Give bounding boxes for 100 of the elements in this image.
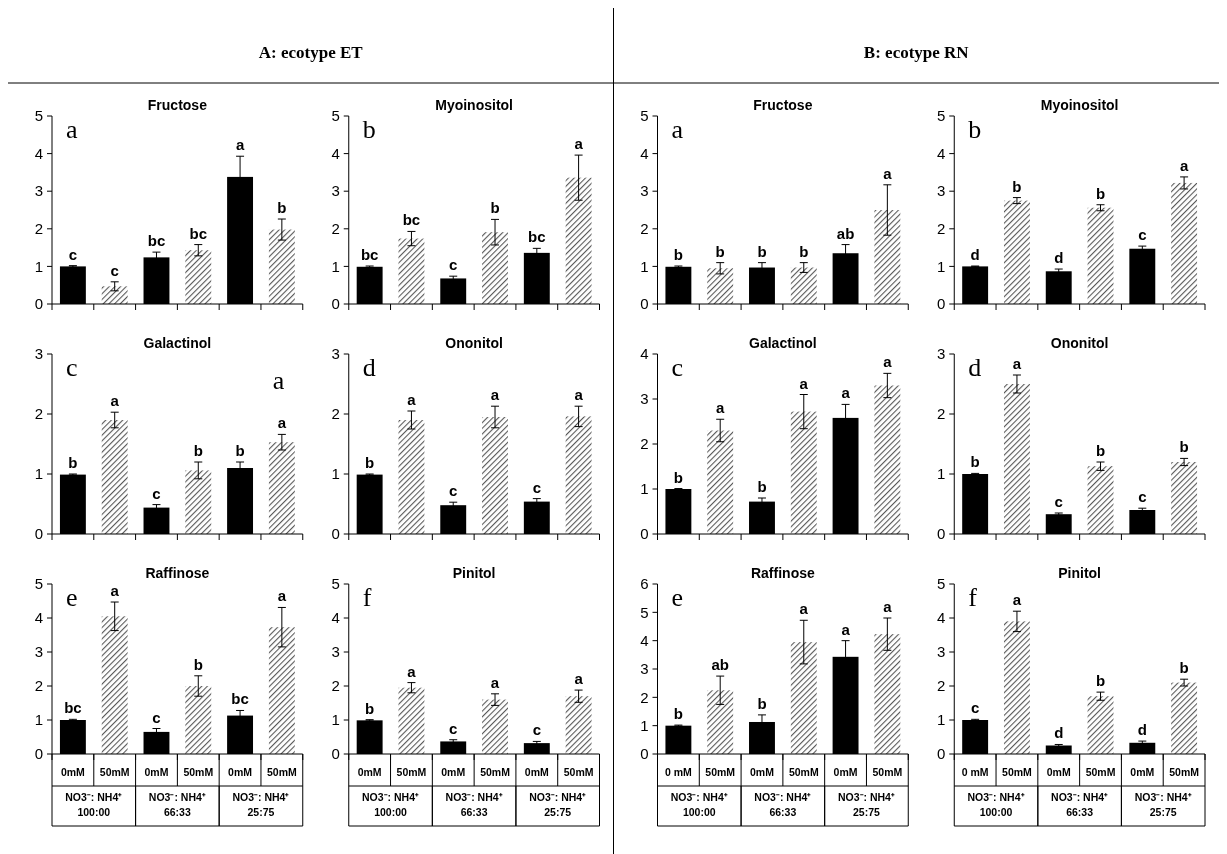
- data-label: bc: [189, 224, 208, 242]
- data-label: a: [1012, 591, 1022, 609]
- data-label: d: [1137, 721, 1147, 739]
- y-tick-label: 1: [34, 257, 43, 275]
- data-label: d: [1054, 724, 1064, 742]
- data-label: b: [673, 246, 683, 264]
- y-tick-label: 2: [640, 435, 649, 453]
- data-label: b: [1179, 438, 1189, 456]
- data-label: b: [970, 453, 980, 471]
- x-tick-label: 50mM: [1085, 766, 1116, 778]
- text: B: ecotype RN: [863, 43, 970, 62]
- chart-title: Ononitol: [1050, 335, 1109, 351]
- y-tick-label: 3: [331, 182, 340, 200]
- bar: [790, 267, 817, 304]
- bar: [1003, 200, 1030, 304]
- y-tick-label: 1: [640, 716, 649, 734]
- y-tick-label: 0: [640, 745, 649, 763]
- y-tick-label: 1: [34, 465, 43, 483]
- x-tick-label: 0mM: [833, 766, 858, 778]
- y-tick-label: 4: [936, 144, 946, 162]
- data-label: a: [1012, 355, 1022, 372]
- data-label: c: [532, 721, 541, 739]
- data-label: a: [407, 662, 417, 680]
- chart-title: Raffinose: [750, 565, 815, 581]
- annotation: c: [66, 353, 78, 382]
- y-tick-label: 1: [331, 711, 340, 729]
- y-tick-label: 0: [34, 295, 43, 313]
- data-label: a: [110, 582, 120, 600]
- x-tick-label: 0 mM: [961, 766, 989, 778]
- bar: [707, 268, 734, 304]
- bar: [565, 696, 592, 754]
- annotation: b: [968, 115, 982, 144]
- data-label: b: [365, 699, 375, 717]
- data-label: b: [193, 442, 203, 459]
- x-tick-label: 50mM: [266, 766, 297, 778]
- x-tick-label: 0mM: [524, 766, 550, 778]
- data-label: b: [365, 454, 375, 471]
- y-tick-label: 0: [936, 745, 946, 763]
- text: NO3⁻: NH4⁺ 25:75: [1134, 791, 1192, 818]
- y-tick-label: 4: [34, 144, 43, 162]
- data-label: b: [715, 242, 725, 260]
- y-tick-label: 2: [34, 220, 43, 238]
- bar: [790, 642, 817, 754]
- annotation: d: [968, 353, 982, 382]
- x-tick-label: 50mM: [1002, 766, 1033, 778]
- y-tick-label: 0: [331, 295, 340, 313]
- bar: [1003, 621, 1030, 754]
- bar: [1003, 384, 1030, 534]
- chart-title: Raffinose: [145, 565, 210, 581]
- bar: [707, 690, 734, 754]
- data-label: a: [574, 670, 584, 688]
- data-label: a: [799, 600, 809, 618]
- text: NO3⁻: NH4⁺ 100:00: [362, 791, 420, 818]
- x-tick-label: 50mM: [183, 766, 214, 778]
- bar: [1087, 466, 1114, 534]
- text: NO3⁻: NH4⁺ 25:75: [529, 791, 587, 818]
- data-label: b: [757, 478, 767, 495]
- y-tick-label: 3: [34, 345, 43, 363]
- bar: [1087, 207, 1114, 304]
- bar: [1171, 462, 1198, 534]
- bar: [185, 470, 212, 534]
- text: NO3⁻: NH4⁺ 66:33: [148, 791, 206, 818]
- y-tick-label: 0: [936, 525, 946, 543]
- x-tick-label: 0mM: [750, 766, 775, 778]
- y-tick-label: 3: [640, 390, 649, 408]
- y-tick-label: 1: [936, 711, 946, 729]
- annotation: a: [66, 115, 78, 144]
- y-tick-label: 5: [640, 603, 649, 621]
- data-label: a: [277, 587, 287, 605]
- chart-title: Galactinol: [143, 335, 212, 351]
- x-tick-label: 0mM: [441, 766, 466, 778]
- chart-title: Galactinol: [749, 335, 817, 351]
- y-tick-label: 4: [640, 631, 649, 649]
- y-tick-label: 0: [34, 745, 43, 763]
- data-label: a: [1179, 156, 1189, 174]
- x-tick-label: 0mM: [60, 766, 86, 778]
- chart-title: Pinitol: [452, 565, 496, 581]
- data-label: c: [449, 719, 458, 737]
- bar: [185, 250, 212, 304]
- chart-title: Ononitol: [445, 335, 503, 351]
- text: NO3⁻: NH4⁺ 66:33: [1051, 791, 1109, 818]
- text: NO3⁻: NH4⁺ 100:00: [967, 791, 1025, 818]
- y-tick-label: 4: [640, 345, 649, 363]
- text: NO3⁻: NH4⁺ 66:33: [754, 791, 812, 818]
- data-label: a: [490, 673, 500, 691]
- y-tick-label: 1: [640, 257, 649, 275]
- y-tick-label: 2: [936, 405, 946, 423]
- y-tick-label: 5: [640, 107, 649, 125]
- data-label: b: [1095, 442, 1106, 459]
- bar: [185, 686, 212, 754]
- y-tick-label: 1: [936, 465, 946, 483]
- bar: [482, 417, 508, 534]
- annotation: e: [671, 583, 684, 612]
- y-tick-label: 2: [331, 677, 340, 695]
- text: A: ecotype ET: [258, 43, 364, 62]
- bar: [101, 616, 128, 754]
- y-tick-label: 0: [640, 295, 649, 313]
- y-tick-label: 2: [331, 220, 340, 238]
- y-tick-label: 3: [34, 182, 43, 200]
- bar: [482, 699, 508, 754]
